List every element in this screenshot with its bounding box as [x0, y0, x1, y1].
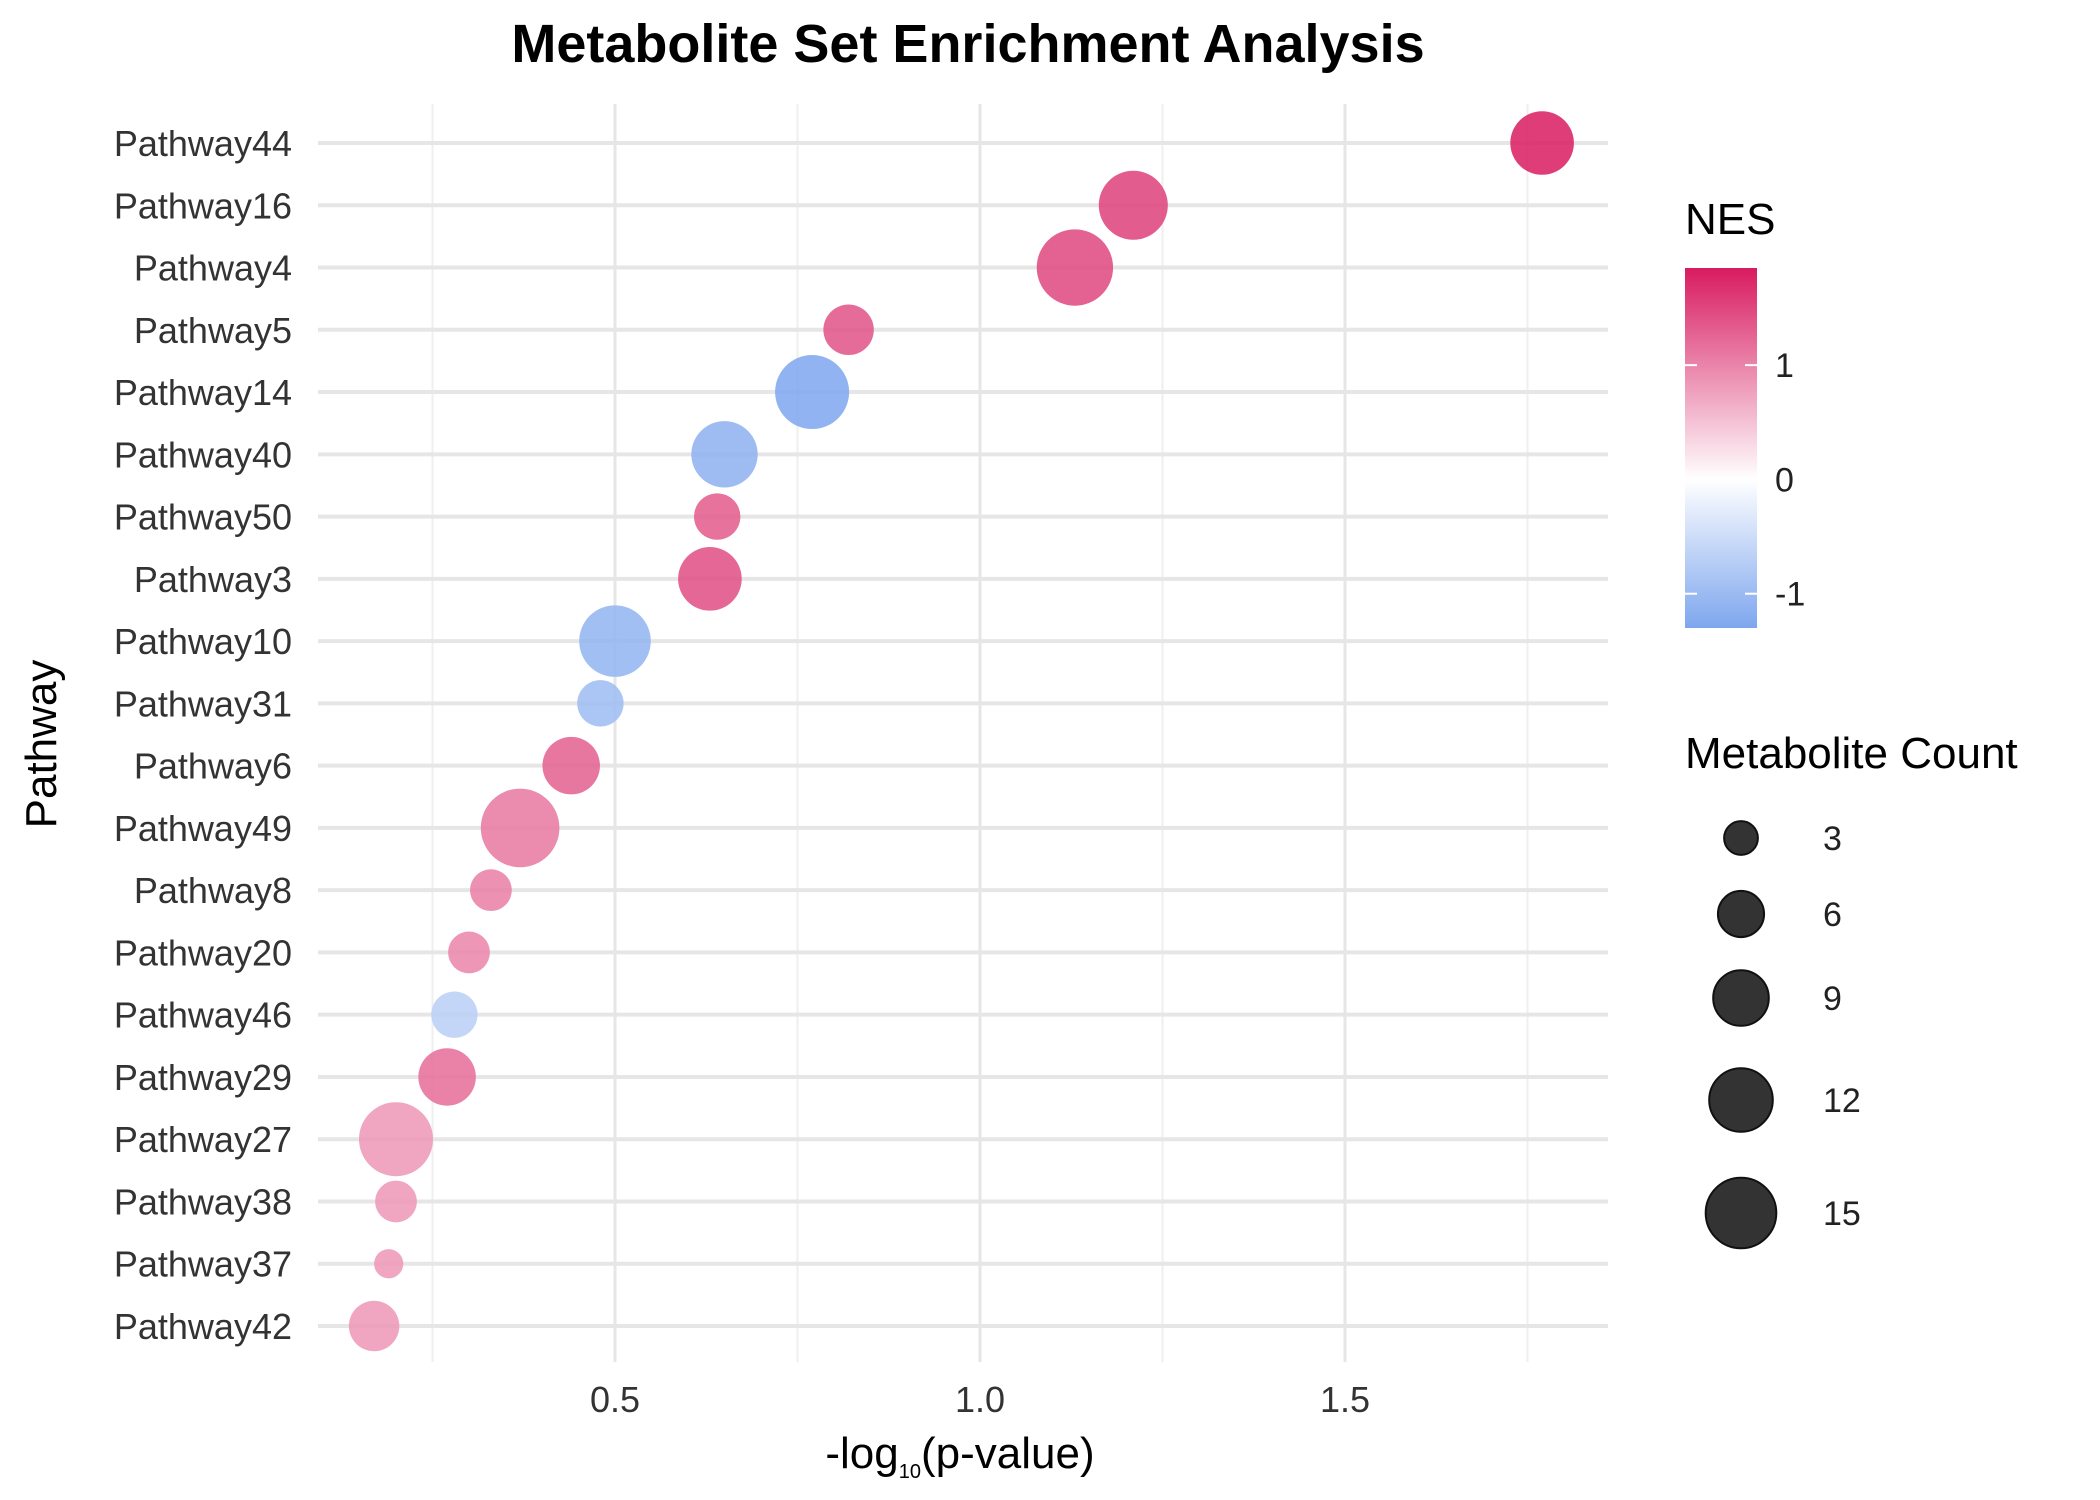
size-legend-circle: [1723, 820, 1759, 856]
data-point-pathway4: [1036, 229, 1114, 306]
data-point-pathway37: [374, 1249, 404, 1279]
count-legend-items: 3 6 9 12 15: [1704, 820, 1861, 1250]
size-legend-label: 15: [1823, 1195, 1861, 1233]
data-point-pathway49: [480, 788, 560, 868]
data-point-pathway31: [577, 680, 624, 727]
data-point-pathway50: [694, 493, 741, 540]
data-point-pathway5: [823, 304, 874, 356]
y-tick-label: Pathway44: [114, 123, 292, 164]
size-legend-label: 12: [1823, 1082, 1861, 1120]
y-tick-label: Pathway40: [114, 434, 292, 475]
y-axis-label: Pathway: [17, 660, 66, 829]
x-tick-label: 0.5: [590, 1379, 640, 1420]
y-tick-label: Pathway27: [114, 1119, 292, 1160]
nes-legend-title: NES: [1685, 195, 1775, 244]
x-axis-label: -log10(p-value): [825, 1429, 1094, 1483]
y-tick-label: Pathway31: [114, 683, 292, 724]
data-point-pathway29: [418, 1048, 476, 1106]
grid: [318, 104, 1608, 1362]
colorbar-tick-label: -1: [1775, 576, 1805, 614]
data-point-pathway16: [1098, 170, 1168, 240]
data-point-pathway6: [542, 736, 600, 795]
data-point-pathway44: [1510, 111, 1574, 175]
data-point-pathway10: [579, 605, 651, 677]
y-tick-label: Pathway50: [114, 497, 292, 538]
y-tick-label: Pathway5: [134, 310, 292, 351]
y-tick-label: Pathway3: [134, 559, 292, 600]
x-tick-label: 1.5: [1320, 1379, 1370, 1420]
count-legend-title: Metabolite Count: [1685, 729, 2018, 778]
y-tick-label: Pathway6: [134, 746, 292, 787]
y-tick-label: Pathway42: [114, 1306, 292, 1347]
data-point-pathway38: [375, 1180, 417, 1223]
data-point-pathway20: [448, 931, 490, 974]
y-tick-label: Pathway20: [114, 932, 292, 973]
size-legend-circle: [1716, 889, 1766, 939]
nes-color-legend: NES 1 0 -1: [1685, 195, 1805, 628]
x-axis-label-post: (p-value): [921, 1429, 1095, 1478]
x-tick-labels: 0.5 1.0 1.5: [590, 1379, 1370, 1420]
data-points: [348, 111, 1574, 1352]
size-legend-label: 6: [1823, 896, 1842, 934]
data-point-pathway40: [691, 421, 758, 488]
size-legend-circle: [1712, 969, 1770, 1027]
size-legend-circle: [1708, 1067, 1774, 1133]
data-point-pathway14: [775, 355, 850, 430]
y-tick-label: Pathway4: [134, 248, 292, 289]
chart-title: Metabolite Set Enrichment Analysis: [511, 14, 1424, 74]
y-tick-label: Pathway10: [114, 621, 292, 662]
nes-colorbar-ticks: 1 0 -1: [1685, 347, 1805, 614]
size-legend-circle: [1704, 1176, 1778, 1250]
x-tick-label: 1.0: [955, 1379, 1005, 1420]
y-tick-label: Pathway16: [114, 185, 292, 226]
x-axis-label-sub: 10: [899, 1461, 921, 1483]
count-size-legend: Metabolite Count 3 6 9 12 15: [1685, 729, 2018, 1250]
y-tick-label: Pathway49: [114, 808, 292, 849]
data-point-pathway42: [348, 1300, 400, 1352]
size-legend-label: 9: [1823, 980, 1842, 1018]
nes-colorbar: [1685, 268, 1757, 628]
y-tick-label: Pathway37: [114, 1244, 292, 1285]
data-point-pathway8: [470, 869, 512, 912]
y-tick-label: Pathway8: [134, 870, 292, 911]
data-point-pathway27: [358, 1102, 434, 1177]
data-point-pathway46: [431, 991, 478, 1038]
colorbar-tick-label: 1: [1775, 347, 1794, 385]
size-legend-label: 3: [1823, 820, 1842, 858]
data-point-pathway3: [678, 547, 742, 611]
y-tick-labels: Pathway44 Pathway16 Pathway4 Pathway5 Pathwa…: [114, 123, 292, 1347]
y-tick-label: Pathway38: [114, 1181, 292, 1222]
x-axis-label-pre: -log: [825, 1429, 898, 1478]
y-tick-label: Pathway29: [114, 1057, 292, 1098]
y-tick-label: Pathway14: [114, 372, 292, 413]
y-tick-label: Pathway46: [114, 995, 292, 1036]
colorbar-tick-label: 0: [1775, 461, 1794, 499]
